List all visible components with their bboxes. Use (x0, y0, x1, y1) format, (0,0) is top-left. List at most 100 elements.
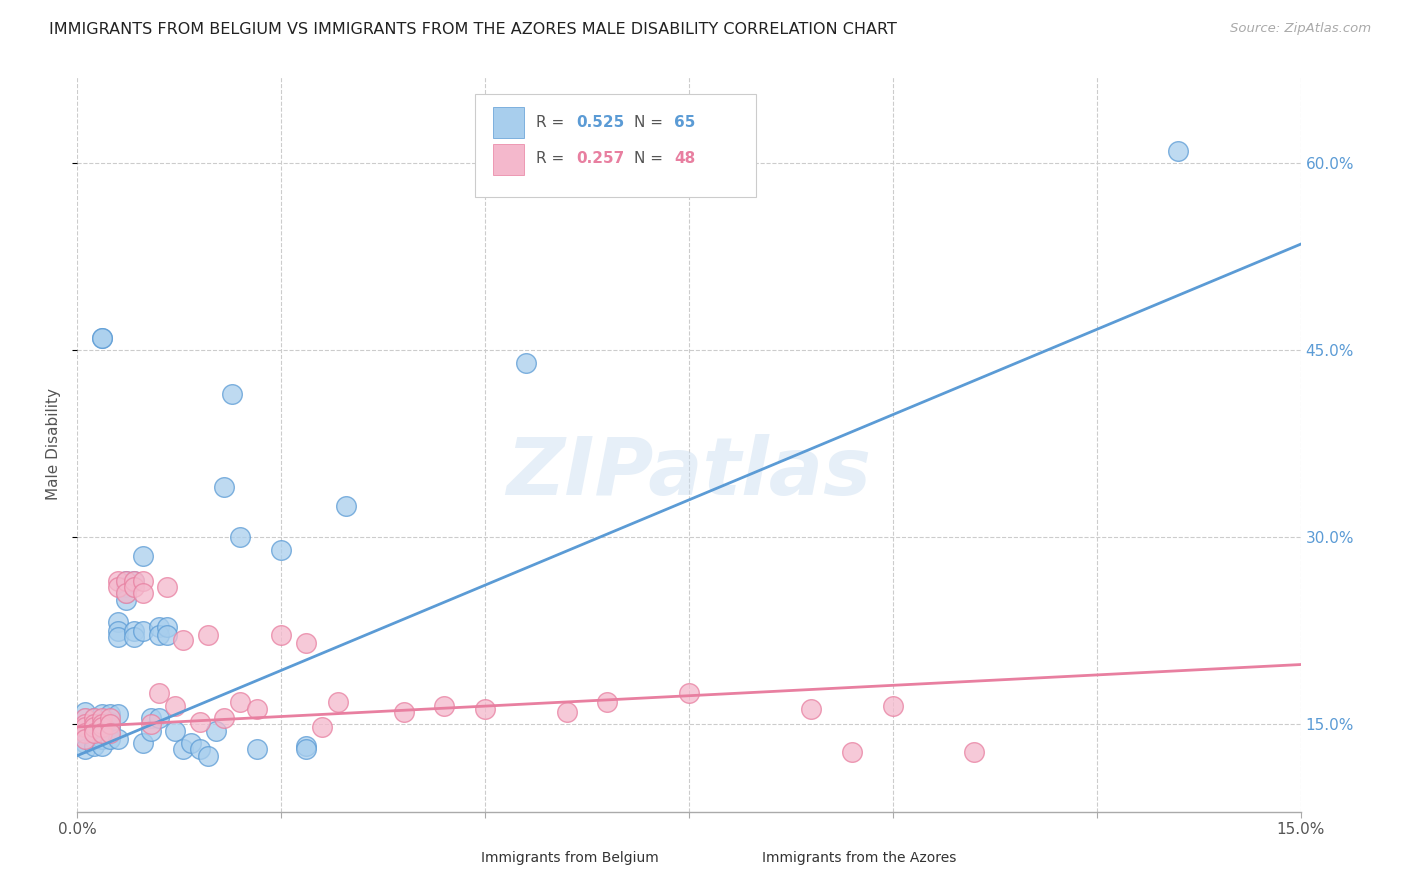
Point (180, 736, 202, 750)
Point (197, 748, 219, 763)
Text: IMMIGRANTS FROM BELGIUM VS IMMIGRANTS FROM THE AZORES MALE DISABILITY CORRELATIO: IMMIGRANTS FROM BELGIUM VS IMMIGRANTS FR… (49, 22, 897, 37)
Point (90, 711, 112, 725)
Text: N =: N = (634, 115, 668, 129)
Point (148, 620, 170, 634)
Point (555, 705, 578, 719)
Point (882, 698, 904, 713)
Point (90, 732, 112, 747)
Point (221, 387, 243, 401)
FancyBboxPatch shape (494, 145, 524, 175)
Point (124, 574, 146, 588)
Point (205, 723, 228, 738)
Point (148, 711, 170, 725)
Point (139, 717, 162, 731)
Point (963, 745, 986, 759)
Point (75, 732, 97, 747)
Point (75, 726, 97, 740)
Point (90, 739, 112, 753)
Point (115, 586, 138, 600)
Point (131, 736, 153, 750)
Point (98, 732, 121, 747)
Point (115, 592, 138, 607)
Point (83, 739, 105, 753)
Point (131, 549, 153, 563)
Text: 0.257: 0.257 (576, 152, 624, 167)
Point (841, 745, 863, 759)
Point (124, 574, 146, 588)
Point (139, 711, 162, 725)
Point (433, 698, 456, 713)
Point (90, 720, 112, 734)
Point (270, 627, 292, 641)
Point (75, 742, 97, 756)
Point (107, 630, 129, 644)
Point (98, 714, 121, 729)
Text: N =: N = (634, 152, 668, 167)
Point (515, 356, 537, 370)
Point (474, 702, 496, 716)
Point (212, 480, 235, 494)
Point (75, 720, 97, 734)
Point (115, 574, 138, 588)
Point (165, 698, 187, 713)
Point (294, 742, 316, 756)
Point (83, 711, 105, 725)
Point (83, 711, 105, 725)
Point (90, 717, 112, 731)
Text: 65: 65 (675, 115, 696, 129)
Point (156, 627, 179, 641)
Point (131, 574, 153, 588)
Point (83, 726, 105, 740)
Point (229, 695, 252, 709)
Y-axis label: Male Disability: Male Disability (46, 388, 62, 500)
Point (115, 580, 138, 594)
Point (311, 720, 333, 734)
FancyBboxPatch shape (494, 107, 524, 138)
Point (131, 586, 153, 600)
Point (335, 499, 357, 513)
Point (107, 574, 129, 588)
Point (678, 686, 700, 700)
Point (98, 720, 121, 734)
Point (98, 707, 121, 722)
Point (246, 742, 269, 756)
Point (172, 632, 194, 647)
Point (156, 580, 179, 594)
Point (90, 714, 112, 729)
Point (107, 580, 129, 594)
Point (1167, 144, 1189, 158)
Point (75, 726, 97, 740)
Point (75, 705, 97, 719)
Point (124, 580, 146, 594)
Text: 48: 48 (675, 152, 696, 167)
Text: Immigrants from the Azores: Immigrants from the Azores (762, 851, 956, 865)
Point (75, 711, 97, 725)
Point (75, 711, 97, 725)
Point (392, 705, 415, 719)
Point (294, 739, 316, 753)
Point (83, 720, 105, 734)
FancyBboxPatch shape (475, 95, 756, 197)
Point (107, 624, 129, 638)
Point (75, 717, 97, 731)
Point (98, 726, 121, 740)
FancyBboxPatch shape (725, 848, 752, 867)
Point (75, 720, 97, 734)
Point (124, 624, 146, 638)
Point (98, 717, 121, 731)
Point (83, 717, 105, 731)
Text: R =: R = (536, 115, 569, 129)
Point (148, 627, 170, 641)
Text: 0.525: 0.525 (576, 115, 624, 129)
Text: Immigrants from Belgium: Immigrants from Belgium (481, 851, 659, 865)
Point (188, 742, 211, 756)
Point (131, 624, 153, 638)
Text: R =: R = (536, 152, 569, 167)
Point (107, 732, 129, 747)
Point (124, 630, 146, 644)
Text: Source: ZipAtlas.com: Source: ZipAtlas.com (1230, 22, 1371, 36)
Point (172, 742, 194, 756)
Point (148, 686, 170, 700)
Point (90, 720, 112, 734)
Point (229, 530, 252, 544)
